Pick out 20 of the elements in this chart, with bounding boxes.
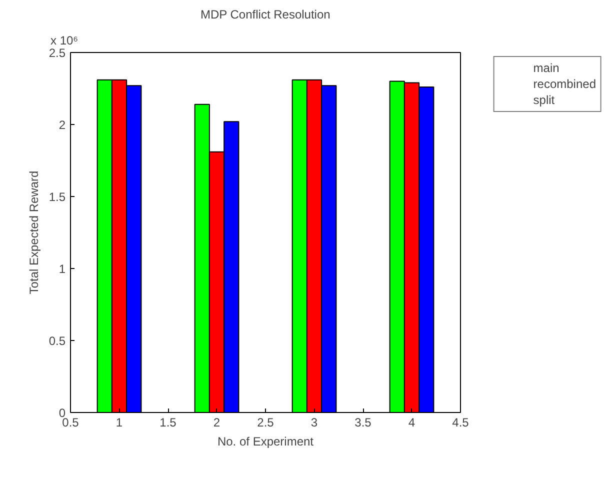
y-tick-label: 1.5 [48, 190, 66, 204]
x-tick-label: 2.5 [257, 416, 274, 430]
x-tick-label: 1.5 [160, 416, 177, 430]
x-axis-title: No. of Experiment [217, 434, 314, 448]
chart-title: MDP Conflict Resolution [200, 8, 330, 22]
x-tick-label: 3.5 [354, 416, 372, 430]
y-tick-label: 2 [58, 118, 66, 132]
text: x 10⁶ [50, 34, 78, 48]
y-axis-title: Total Expected Reward [26, 170, 41, 294]
x-tick-label: 4 [408, 416, 416, 430]
y-tick-label: 1 [58, 262, 66, 276]
x-tick-label: 4.5 [452, 416, 470, 430]
text: split [533, 93, 555, 107]
x-tick-label: 2 [213, 416, 220, 430]
y-tick-label: 0.5 [48, 334, 66, 348]
y-tick-label: 2.5 [48, 46, 66, 60]
text: main [533, 61, 560, 75]
x-tick-label: 3 [310, 416, 318, 430]
x-tick-label: 1 [116, 416, 123, 430]
text: recombined [533, 77, 596, 91]
